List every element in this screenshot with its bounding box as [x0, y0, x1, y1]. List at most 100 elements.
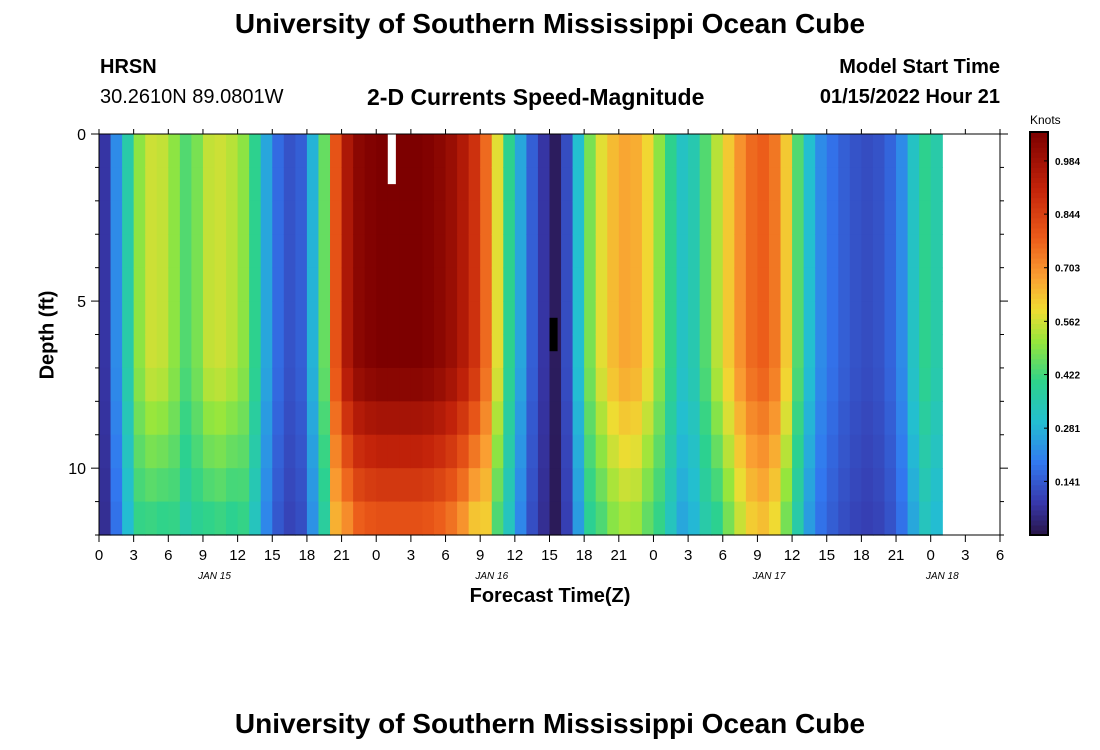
heatmap-cell	[480, 401, 493, 436]
heatmap-cell	[295, 134, 308, 169]
heatmap-cell	[364, 301, 377, 336]
heatmap-cell	[272, 434, 285, 469]
heatmap-cell	[526, 267, 539, 302]
colorbar-swatch	[1030, 157, 1048, 163]
heatmap-cell	[122, 134, 135, 169]
heatmap-cell	[803, 200, 816, 235]
heatmap-cell	[237, 334, 250, 369]
heatmap-cell	[699, 434, 712, 469]
heatmap-cell	[815, 401, 828, 436]
heatmap-cell	[145, 167, 158, 202]
heatmap-cell	[815, 134, 828, 169]
heatmap-cell	[480, 134, 493, 169]
colorbar-swatch	[1030, 328, 1048, 335]
colorbar-tick-label: 0.562	[1055, 317, 1080, 328]
heatmap-cell	[676, 134, 689, 169]
heatmap-cell	[306, 301, 320, 336]
colorbar-swatch	[1030, 398, 1048, 405]
heatmap-cell	[595, 234, 608, 269]
heatmap-cell	[722, 367, 735, 402]
heatmap-cell	[179, 434, 193, 469]
heatmap-cell	[283, 200, 296, 235]
heatmap-cell	[561, 334, 574, 369]
colorbar-swatch	[1030, 489, 1048, 496]
heatmap-cell	[145, 301, 158, 336]
heatmap-cell	[722, 434, 735, 469]
colorbar-swatch	[1030, 252, 1048, 259]
heatmap-cell	[584, 434, 597, 469]
heatmap-cell	[641, 301, 655, 336]
heatmap-cell	[306, 468, 320, 503]
heatmap-cell	[214, 468, 227, 503]
heatmap-cell	[330, 468, 343, 503]
heatmap-cell	[561, 401, 574, 436]
heatmap-cell	[156, 401, 169, 436]
heatmap-cell	[872, 301, 886, 336]
heatmap-cell	[745, 334, 759, 369]
heatmap-cell	[607, 234, 620, 269]
heatmap-cell	[930, 501, 943, 536]
heatmap-cell	[491, 167, 504, 202]
heatmap-cell	[480, 334, 493, 369]
heatmap-cell	[572, 234, 585, 269]
heatmap-cell	[780, 134, 793, 169]
heatmap-cell	[584, 200, 597, 235]
heatmap-cell	[930, 234, 943, 269]
heatmap-cell	[122, 301, 135, 336]
heatmap-cell	[480, 267, 493, 302]
x-tick-label: 15	[541, 547, 558, 564]
x-tick-label: 12	[507, 547, 524, 564]
heatmap-cell	[260, 434, 273, 469]
heatmap-cell	[803, 267, 816, 302]
heatmap-cell	[514, 434, 527, 469]
heatmap-cell	[364, 234, 377, 269]
heatmap-cell	[676, 267, 689, 302]
heatmap-cell	[480, 167, 493, 202]
heatmap-cell	[561, 267, 574, 302]
heatmap-cell	[630, 134, 643, 169]
heatmap-cell	[630, 434, 643, 469]
heatmap-cell	[792, 134, 805, 169]
heatmap-cell	[815, 468, 828, 503]
heatmap-cell	[133, 234, 146, 269]
heatmap-cell	[861, 401, 874, 436]
heatmap-cell	[283, 468, 296, 503]
heatmap-cell	[168, 301, 181, 336]
heatmap-cell	[387, 267, 400, 302]
heatmap-cell	[630, 501, 643, 536]
heatmap-cell	[306, 167, 320, 202]
colorbar-swatch	[1030, 242, 1048, 249]
heatmap-cell	[699, 367, 712, 402]
heatmap-cell	[930, 434, 943, 469]
heatmap-cell	[226, 367, 239, 402]
heatmap-cell	[896, 200, 909, 235]
heatmap-cell	[907, 334, 920, 369]
colorbar-frame	[1029, 131, 1049, 536]
heatmap-cell	[387, 334, 400, 369]
x-tick-label: 21	[610, 547, 627, 564]
heatmap-cell	[272, 401, 285, 436]
colorbar-tick-label: 0.141	[1055, 477, 1080, 488]
heatmap-cell	[399, 468, 412, 503]
heatmap-cell	[722, 401, 735, 436]
heatmap-cell	[872, 434, 886, 469]
heatmap-cell	[699, 200, 712, 235]
heatmap-cell	[122, 334, 135, 369]
heatmap-cell	[179, 167, 193, 202]
heatmap-cell	[549, 200, 562, 235]
heatmap-cell	[792, 434, 805, 469]
colorbar-swatch	[1030, 414, 1048, 420]
heatmap-cell	[595, 434, 608, 469]
heatmap-cell	[364, 167, 377, 202]
heatmap-cell	[514, 401, 527, 436]
heatmap-cell	[803, 434, 816, 469]
heatmap-cell	[618, 267, 631, 302]
heatmap-cell	[768, 200, 782, 235]
heatmap-cell	[468, 200, 481, 235]
heatmap-cell	[745, 401, 759, 436]
heatmap-cell	[884, 167, 897, 202]
heatmap-cell	[561, 367, 574, 402]
heatmap-cell	[422, 334, 435, 369]
heatmap-cell	[734, 367, 747, 402]
heatmap-cell	[584, 334, 597, 369]
